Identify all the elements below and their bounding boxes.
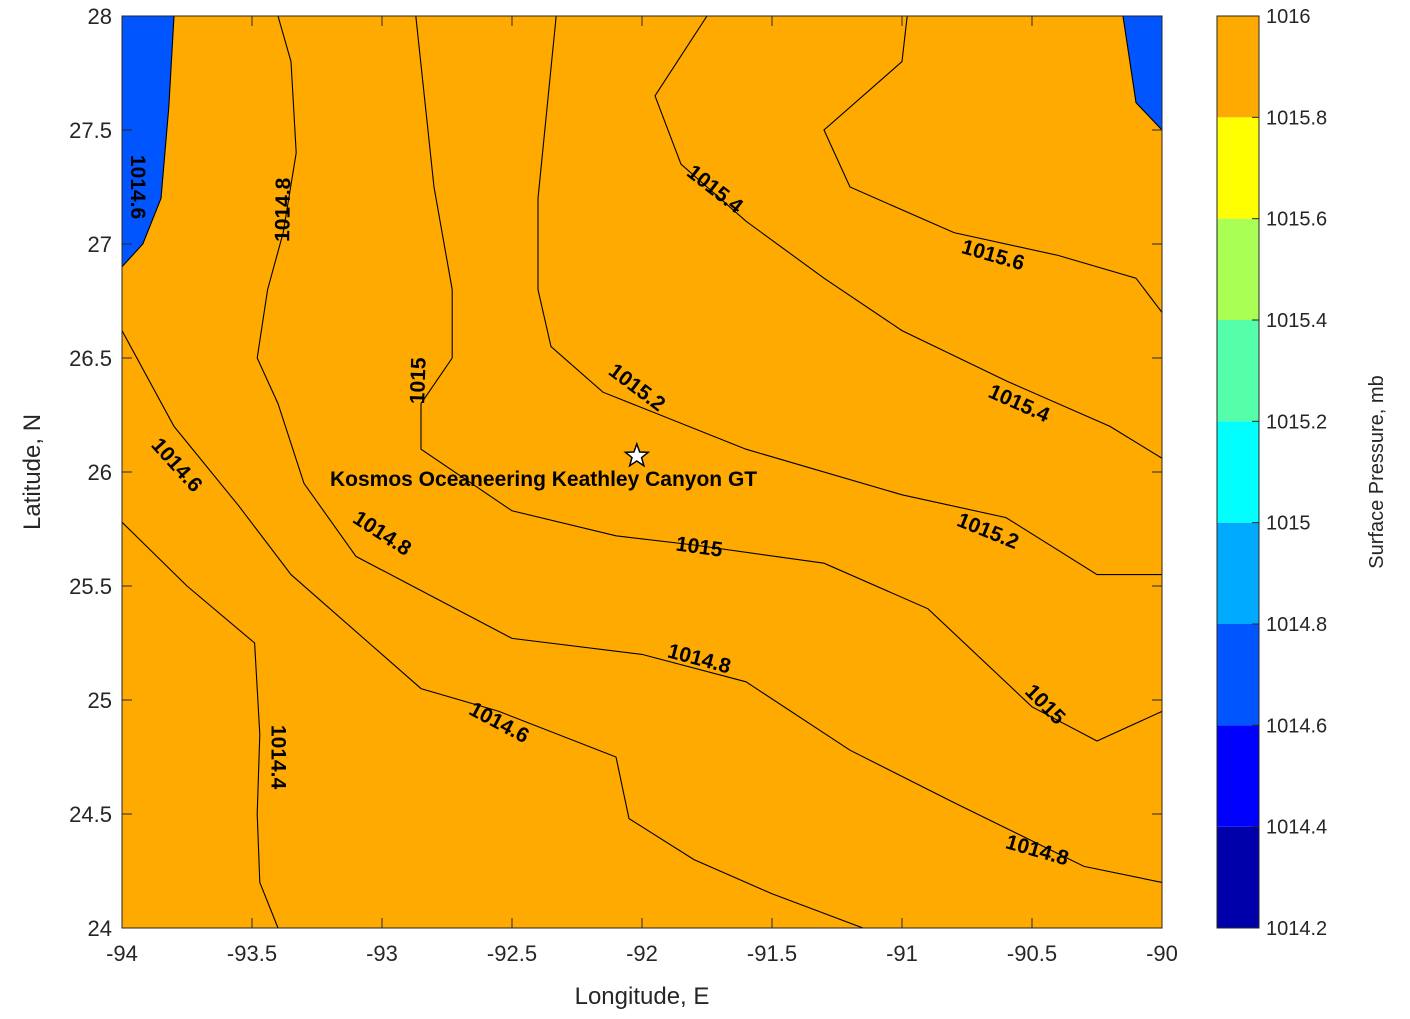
x-tick-label: -91.5 bbox=[747, 941, 797, 966]
colorbar-band-6 bbox=[1217, 218, 1259, 320]
contour-label-14: 1014.4 bbox=[267, 725, 290, 790]
colorbar-tick-label: 1014.2 bbox=[1266, 918, 1327, 940]
x-tick-label: -90 bbox=[1146, 941, 1178, 966]
contour-line-1014.6-1 bbox=[122, 330, 864, 928]
colorbar-tick-label: 1015 bbox=[1266, 513, 1311, 535]
colorbar-tick-label: 1014.6 bbox=[1266, 715, 1327, 737]
contour-line-1014.8-3 bbox=[256, 16, 1162, 883]
x-tick-label: -91 bbox=[886, 941, 918, 966]
colorbar-tick-label: 1014.8 bbox=[1266, 614, 1327, 636]
band-pocket-1014.6 bbox=[122, 16, 174, 267]
colorbar-band-3 bbox=[1217, 522, 1259, 624]
contour-label-2: 1015 bbox=[406, 357, 431, 405]
marker-layer bbox=[623, 441, 651, 468]
y-tick-label: 28 bbox=[88, 4, 112, 29]
colorbar-band-0 bbox=[1217, 826, 1259, 928]
colorbar-tick-label: 1016 bbox=[1266, 6, 1311, 28]
x-tick-label: -90.5 bbox=[1007, 941, 1057, 966]
band-above-1015.8-0 bbox=[122, 16, 1162, 928]
contour-line-1015.8-8 bbox=[1122, 16, 1162, 131]
contour-line-1014.4-0 bbox=[122, 521, 279, 928]
x-tick-label: -92 bbox=[626, 941, 658, 966]
colorbar: 1014.2 1014.4 1014.6 1014.8 1015 1015.2 1015.4… bbox=[1216, 6, 1388, 940]
y-tick-label: 26 bbox=[88, 460, 112, 485]
colorbar-tick-label: 1015.4 bbox=[1266, 310, 1327, 332]
contour-line-1015-4 bbox=[415, 16, 1162, 742]
filled-contour-bands bbox=[122, 16, 1162, 928]
colorbar-band-4 bbox=[1217, 421, 1259, 523]
y-axis-ticks: 24 24.5 25 25.5 26 26.5 27 27.5 28 bbox=[69, 4, 1162, 941]
colorbar-bands bbox=[1217, 16, 1259, 928]
colorbar-ticks: 1014.2 1014.4 1014.6 1014.8 1015 1015.2 1015.4… bbox=[1252, 6, 1327, 940]
y-tick-label: 24 bbox=[88, 916, 112, 941]
contour-line-1015.6-7 bbox=[823, 16, 1162, 313]
colorbar-tick-label: 1014.4 bbox=[1266, 817, 1327, 839]
colorbar-tick-label: 1015.2 bbox=[1266, 411, 1327, 433]
colorbar-band-7 bbox=[1217, 117, 1259, 219]
colorbar-band-8 bbox=[1217, 16, 1259, 118]
colorbar-band-1 bbox=[1217, 725, 1259, 827]
colorbar-label: Surface Pressure, mb bbox=[1366, 375, 1388, 568]
site-star-marker bbox=[623, 441, 651, 468]
colorbar-tick-label: 1015.8 bbox=[1266, 107, 1327, 129]
x-tick-label: -94 bbox=[106, 941, 138, 966]
x-tick-label: -93.5 bbox=[227, 941, 277, 966]
contour-line-1014.6-2 bbox=[122, 16, 175, 268]
y-tick-label: 27.5 bbox=[69, 118, 112, 143]
contour-line-1015.4-6 bbox=[654, 16, 1162, 459]
y-tick-label: 25.5 bbox=[69, 574, 112, 599]
colorbar-frame bbox=[1216, 15, 1260, 929]
x-axis-label: Longitude, E bbox=[575, 983, 710, 1010]
y-axis-label: Latitude, N bbox=[19, 414, 46, 530]
contour-label-0: 1014.6 bbox=[126, 155, 149, 219]
x-tick-label: -93 bbox=[366, 941, 398, 966]
y-tick-label: 25 bbox=[88, 688, 112, 713]
y-tick-label: 24.5 bbox=[69, 802, 112, 827]
y-tick-label: 27 bbox=[88, 232, 112, 257]
x-tick-label: -92.5 bbox=[487, 941, 537, 966]
x-axis-ticks: -94 -93.5 -93 -92.5 -92 -91.5 -91 -90.5 -90 bbox=[106, 16, 1178, 966]
contour-line-1015.2-5 bbox=[537, 16, 1162, 576]
colorbar-band-5 bbox=[1217, 320, 1259, 422]
y-tick-label: 26.5 bbox=[69, 346, 112, 371]
contour-lines bbox=[122, 16, 1162, 928]
site-annotation: Kosmos Oceaneering Keathley Canyon GT bbox=[330, 468, 757, 491]
colorbar-band-2 bbox=[1217, 624, 1259, 726]
contour-label-1: 1014.8 bbox=[271, 177, 295, 242]
colorbar-tick-label: 1015.6 bbox=[1266, 209, 1327, 231]
